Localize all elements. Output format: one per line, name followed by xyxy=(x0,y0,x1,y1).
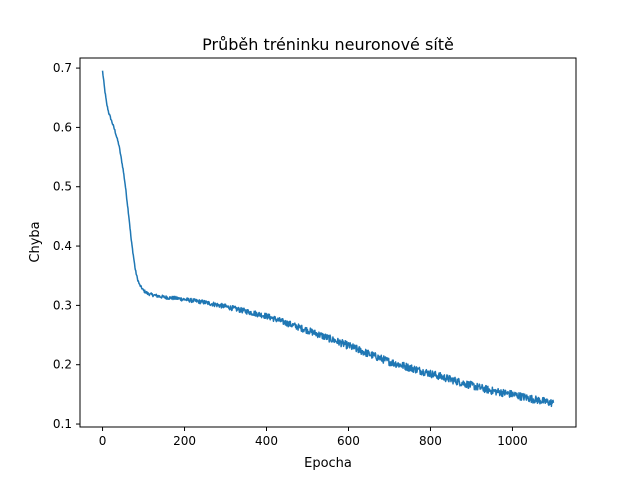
x-tick-label: 1000 xyxy=(497,434,528,448)
y-tick-label: 0.2 xyxy=(53,358,72,372)
y-tick-label: 0.4 xyxy=(53,239,72,253)
x-axis-label: Epocha xyxy=(304,456,352,471)
plot-area xyxy=(80,58,576,427)
x-tick-label: 600 xyxy=(337,434,360,448)
x-tick-label: 400 xyxy=(255,434,278,448)
y-tick-label: 0.1 xyxy=(53,417,72,431)
plot-frame xyxy=(79,57,577,428)
x-tick-label: 200 xyxy=(173,434,196,448)
y-tick-label: 0.6 xyxy=(53,120,72,134)
loss-series-line xyxy=(101,70,555,408)
y-axis-label: Chyba xyxy=(28,221,43,262)
x-tick-label: 0 xyxy=(99,434,107,448)
y-tick-label: 0.3 xyxy=(53,298,72,312)
x-tick-label: 800 xyxy=(419,434,442,448)
chart-title: Průběh tréninku neuronové sítě xyxy=(202,35,454,54)
y-tick-label: 0.5 xyxy=(53,180,72,194)
y-tick-label: 0.7 xyxy=(53,61,72,75)
